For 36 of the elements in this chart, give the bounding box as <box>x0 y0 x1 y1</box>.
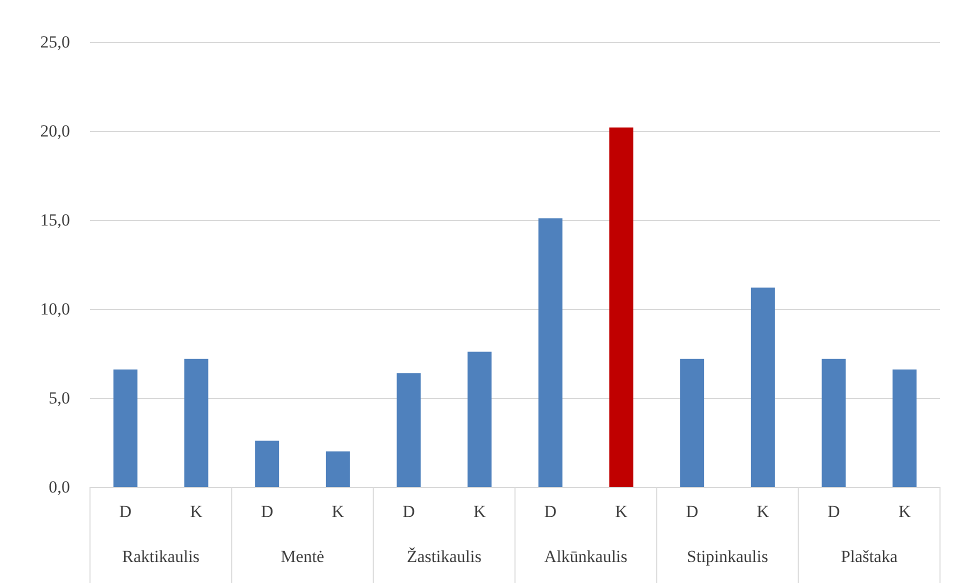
x-tick-label: D <box>686 502 698 521</box>
bar <box>255 440 280 487</box>
bar <box>680 358 704 487</box>
bar <box>750 288 775 487</box>
x-tick-label: D <box>260 502 274 521</box>
text: Raktikaulis <box>122 547 200 566</box>
x-tick-label: K <box>332 502 345 521</box>
text: Žastikaulis <box>406 547 482 566</box>
text: Mentė <box>280 547 324 566</box>
bar <box>113 370 138 487</box>
bar <box>538 218 562 487</box>
y-tick-label: 20,0 <box>40 122 70 140</box>
text: Stipinkaulis <box>686 547 768 566</box>
x-tick-label: D <box>544 502 557 521</box>
x-tick-label: D <box>402 502 415 521</box>
y-tick-label: 15,0 <box>40 210 70 230</box>
x-tick-label: K <box>615 502 628 521</box>
y-tick-label: 5,0 <box>48 388 70 408</box>
bar <box>892 370 917 487</box>
x-tick-label: K <box>756 502 770 521</box>
bar <box>609 127 634 487</box>
x-tick-label: K <box>190 502 204 521</box>
text: Alkūnkaulis <box>544 547 628 566</box>
bar <box>822 358 846 487</box>
y-tick-label: 10,0 <box>40 300 70 318</box>
x-tick-label: K <box>473 502 486 521</box>
x-tick-label: D <box>119 502 132 521</box>
y-tick-label: 0,0 <box>48 478 70 496</box>
text: Plaštaka <box>840 547 898 566</box>
x-tick-label: K <box>898 502 912 521</box>
bar <box>396 373 421 487</box>
x-tick-label: D <box>828 502 840 521</box>
bar <box>184 358 208 487</box>
y-tick-label: 25,0 <box>40 32 70 52</box>
bar <box>468 352 492 487</box>
bar <box>326 451 350 487</box>
